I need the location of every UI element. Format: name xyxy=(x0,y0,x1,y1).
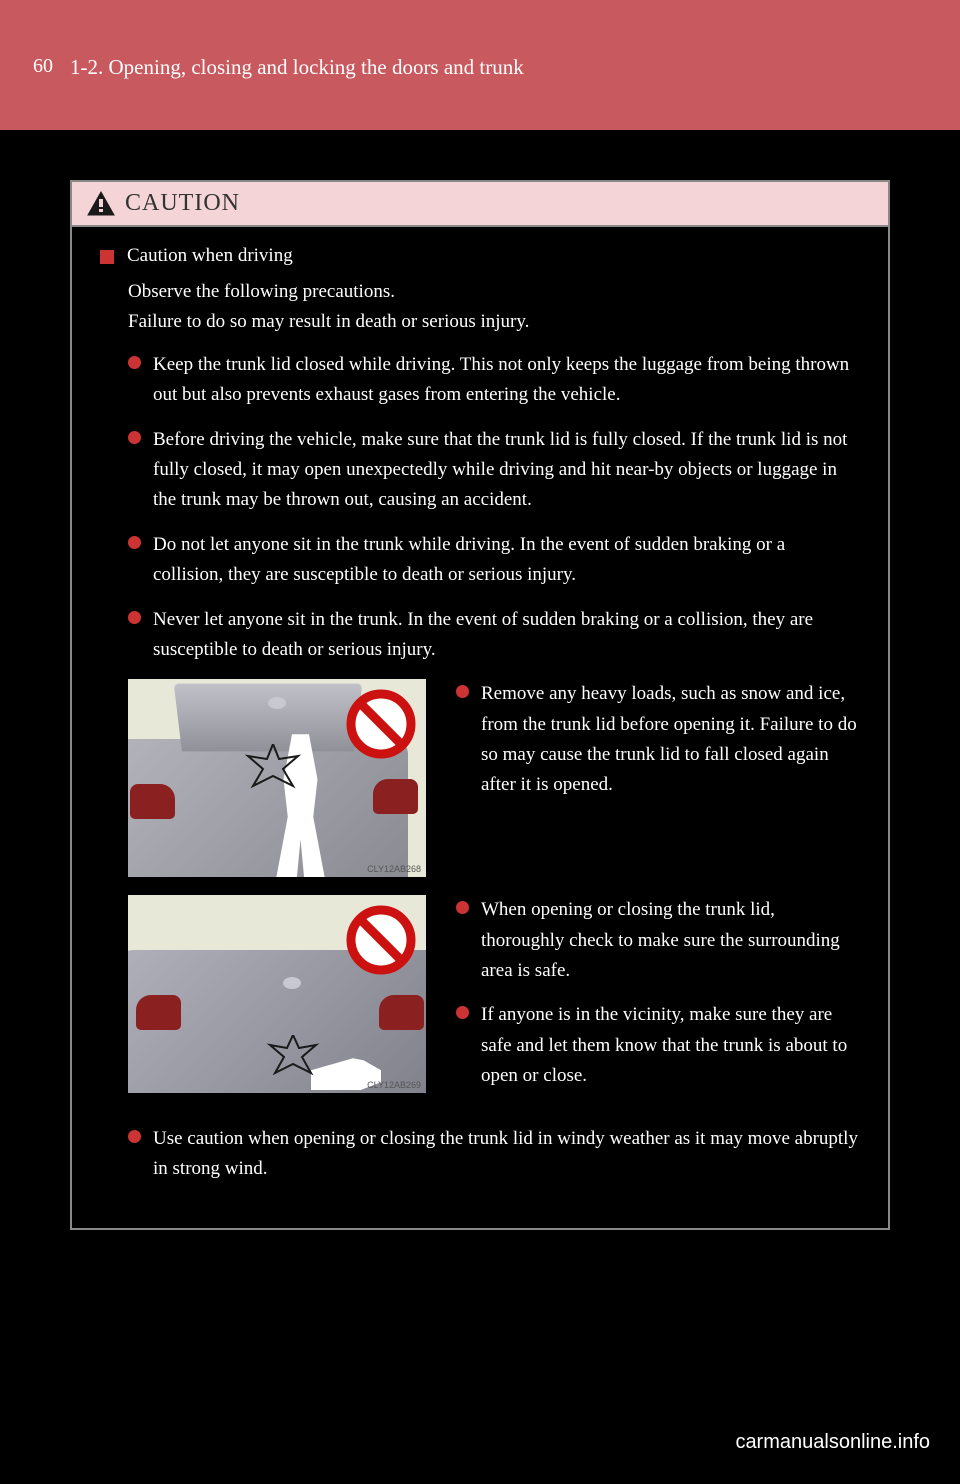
bullet-text: When opening or closing the trunk lid, t… xyxy=(481,895,860,986)
header-title: 1-2. Opening, closing and locking the do… xyxy=(70,55,960,80)
bullet-text: Use caution when opening or closing the … xyxy=(153,1124,860,1185)
bullet-text: If anyone is in the vicinity, make sure … xyxy=(481,1000,860,1091)
figure-text-column: When opening or closing the trunk lid, t… xyxy=(456,895,860,1105)
bullet-text: Do not let anyone sit in the trunk while… xyxy=(153,530,860,591)
section-marker-icon xyxy=(100,250,114,264)
figure-trunk-hand-hazard: CLY12AB269 xyxy=(128,895,426,1093)
bullet-text: Before driving the vehicle, make sure th… xyxy=(153,425,860,516)
figure-code: CLY12AB269 xyxy=(367,1080,421,1090)
bullet-item: Keep the trunk lid closed while driving.… xyxy=(128,350,860,411)
bullet-dot-icon xyxy=(456,685,469,698)
figure-code: CLY12AB268 xyxy=(367,864,421,874)
bullet-dot-icon xyxy=(128,536,141,549)
warning-triangle-icon xyxy=(87,191,115,216)
bullet-text: Keep the trunk lid closed while driving.… xyxy=(153,350,860,411)
intro-paragraph: Observe the following precautions. Failu… xyxy=(128,277,860,338)
bullet-item: Remove any heavy loads, such as snow and… xyxy=(456,679,860,801)
bullet-dot-icon xyxy=(456,901,469,914)
bullet-dot-icon xyxy=(456,1006,469,1019)
bullet-dot-icon xyxy=(128,356,141,369)
bullet-item: Use caution when opening or closing the … xyxy=(128,1124,860,1185)
caution-body: Caution when driving Observe the followi… xyxy=(72,227,888,1228)
bullet-text: Never let anyone sit in the trunk. In th… xyxy=(153,605,860,666)
page-header: 1-2. Opening, closing and locking the do… xyxy=(0,0,960,130)
watermark: carmanualsonline.info xyxy=(735,1431,930,1454)
bullet-dot-icon xyxy=(128,611,141,624)
caution-title: CAUTION xyxy=(125,190,240,217)
figure-row-1: CLY12AB268 Remove any heavy loads, such … xyxy=(128,679,860,877)
bullet-item: Before driving the vehicle, make sure th… xyxy=(128,425,860,516)
page-number: 60 xyxy=(33,55,53,78)
bullet-text: Remove any heavy loads, such as snow and… xyxy=(481,679,860,801)
figure-row-2: CLY12AB269 When opening or closing the t… xyxy=(128,895,860,1105)
bullet-dot-icon xyxy=(128,1130,141,1143)
section-title-text: Caution when driving xyxy=(124,245,293,267)
caution-panel: CAUTION Caution when driving Observe the… xyxy=(70,180,890,1230)
figure-trunk-head-hazard: CLY12AB268 xyxy=(128,679,426,877)
bullet-item: Never let anyone sit in the trunk. In th… xyxy=(128,605,860,666)
section-heading: Caution when driving xyxy=(100,245,860,267)
bullet-item: Do not let anyone sit in the trunk while… xyxy=(128,530,860,591)
bullet-item: When opening or closing the trunk lid, t… xyxy=(456,895,860,986)
caution-header: CAUTION xyxy=(72,182,888,227)
prohibition-icon xyxy=(346,689,416,759)
prohibition-icon xyxy=(346,905,416,975)
bullet-dot-icon xyxy=(128,431,141,444)
bullet-item: If anyone is in the vicinity, make sure … xyxy=(456,1000,860,1091)
figure-text-column: Remove any heavy loads, such as snow and… xyxy=(456,679,860,815)
